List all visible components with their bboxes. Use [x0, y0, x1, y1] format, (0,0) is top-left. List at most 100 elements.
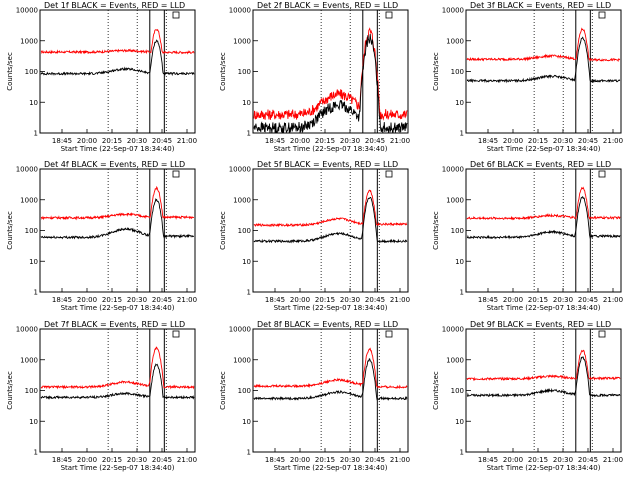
lld-series-line — [40, 185, 194, 221]
y-axis-label: Counts/sec — [6, 211, 14, 250]
lld-series-line — [253, 27, 408, 121]
y-tick-label: 10000 — [442, 326, 464, 334]
lld-series-line — [40, 28, 195, 55]
corner-marker — [598, 11, 606, 19]
x-axis-label: Start Time (22-Sep-07 18:34:40) — [274, 145, 388, 153]
panel-title: Det 8f BLACK = Events, RED = LLD — [257, 320, 398, 329]
y-axis-label: Counts/sec — [6, 371, 14, 410]
corner-marker — [172, 170, 180, 178]
x-tick-label: 20:30 — [340, 456, 360, 464]
y-tick-label: 100 — [25, 68, 38, 76]
y-tick-label: 10 — [242, 418, 251, 426]
panel-5: Det 5f BLACK = Events, RED = LLD 1 10 100 10… — [219, 160, 410, 312]
lld-series-line — [253, 189, 408, 228]
x-tick-label: 20:15 — [528, 137, 548, 145]
x-tick-label: 20:45 — [365, 137, 385, 145]
x-tick-label: 20:30 — [127, 137, 147, 145]
panel-9: Det 9f BLACK = Events, RED = LLD 1 10 100 10… — [432, 320, 623, 472]
x-tick-label: 20:45 — [578, 456, 598, 464]
x-tick-label: 20:30 — [553, 296, 573, 304]
y-tick-label: 10 — [455, 418, 464, 426]
x-tick-label: 18:45 — [52, 296, 72, 304]
y-axis-label: Counts/sec — [219, 52, 227, 91]
y-tick-label: 1 — [34, 289, 38, 297]
panel-grid: Det 1f BLACK = Events, RED = LLD 1 10 100 10… — [6, 1, 623, 472]
x-tick-label: 21:00 — [177, 296, 197, 304]
corner-marker — [385, 170, 393, 178]
y-tick-label: 1000 — [446, 196, 464, 204]
y-tick-label: 10 — [29, 99, 38, 107]
x-tick-label: 18:45 — [265, 137, 285, 145]
x-tick-label: 20:45 — [365, 296, 385, 304]
y-tick-label: 1000 — [446, 356, 464, 364]
y-tick-label: 10000 — [16, 326, 38, 334]
lld-series-line — [40, 346, 195, 390]
y-tick-label: 10 — [242, 258, 251, 266]
x-tick-label: 20:15 — [315, 456, 335, 464]
y-axis-label: Counts/sec — [432, 211, 440, 250]
x-tick-label: 18:45 — [52, 137, 72, 145]
x-tick-label: 18:45 — [478, 456, 498, 464]
x-tick-label: 20:15 — [102, 137, 122, 145]
x-tick-label: 20:15 — [102, 296, 122, 304]
y-tick-label: 10000 — [442, 166, 464, 174]
panel-7: Det 7f BLACK = Events, RED = LLD 1 10 100 10… — [6, 320, 197, 472]
y-tick-label: 10 — [455, 258, 464, 266]
corner-marker — [385, 330, 393, 338]
x-tick-label: 20:15 — [315, 296, 335, 304]
x-tick-label: 20:30 — [553, 456, 573, 464]
y-tick-label: 1 — [460, 449, 464, 457]
x-tick-label: 21:00 — [177, 137, 197, 145]
x-tick-label: 20:45 — [365, 456, 385, 464]
y-tick-label: 1 — [247, 449, 251, 457]
y-tick-label: 10000 — [442, 7, 464, 15]
x-tick-label: 20:00 — [290, 137, 310, 145]
lld-series-line — [466, 186, 621, 221]
panel-title: Det 6f BLACK = Events, RED = LLD — [470, 160, 611, 169]
y-tick-label: 1000 — [233, 356, 251, 364]
panel-title: Det 3f BLACK = Events, RED = LLD — [470, 1, 611, 10]
x-tick-label: 20:00 — [77, 296, 97, 304]
x-axis-label: Start Time (22-Sep-07 18:34:40) — [487, 145, 601, 153]
events-series-line — [40, 363, 195, 400]
y-axis-label: Counts/sec — [432, 371, 440, 410]
x-axis-label: Start Time (22-Sep-07 18:34:40) — [61, 304, 175, 312]
x-axis-label: Start Time (22-Sep-07 18:34:40) — [61, 464, 175, 472]
y-tick-label: 1 — [247, 289, 251, 297]
y-tick-label: 10 — [29, 258, 38, 266]
y-tick-label: 10000 — [16, 166, 38, 174]
x-tick-label: 21:00 — [603, 296, 623, 304]
events-series-line — [40, 39, 195, 77]
y-tick-label: 1000 — [233, 196, 251, 204]
x-tick-label: 20:00 — [503, 296, 523, 304]
x-tick-label: 20:15 — [315, 137, 335, 145]
lld-series-line — [466, 349, 621, 382]
events-series-line — [40, 198, 195, 240]
y-tick-label: 1 — [460, 289, 464, 297]
corner-marker — [385, 11, 393, 19]
corner-marker — [598, 170, 606, 178]
x-tick-label: 21:00 — [390, 296, 410, 304]
y-tick-label: 100 — [238, 68, 251, 76]
y-tick-label: 100 — [238, 387, 251, 395]
corner-marker — [172, 330, 180, 338]
x-axis-label: Start Time (22-Sep-07 18:34:40) — [487, 464, 601, 472]
events-series-line — [253, 34, 408, 133]
x-tick-label: 21:00 — [603, 456, 623, 464]
y-axis-label: Counts/sec — [432, 52, 440, 91]
panel-title: Det 5f BLACK = Events, RED = LLD — [257, 160, 398, 169]
x-tick-label: 18:45 — [52, 456, 72, 464]
panel-title: Det 2f BLACK = Events, RED = LLD — [257, 1, 398, 10]
panel-title: Det 4f BLACK = Events, RED = LLD — [44, 160, 185, 169]
x-axis-label: Start Time (22-Sep-07 18:34:40) — [274, 304, 388, 312]
y-tick-label: 1000 — [446, 37, 464, 45]
x-tick-label: 20:00 — [503, 137, 523, 145]
x-tick-label: 21:00 — [177, 456, 197, 464]
y-tick-label: 1 — [460, 130, 464, 138]
x-tick-label: 21:00 — [603, 137, 623, 145]
y-tick-label: 10 — [29, 418, 38, 426]
x-tick-label: 20:30 — [340, 137, 360, 145]
panel-title: Det 9f BLACK = Events, RED = LLD — [470, 320, 611, 329]
